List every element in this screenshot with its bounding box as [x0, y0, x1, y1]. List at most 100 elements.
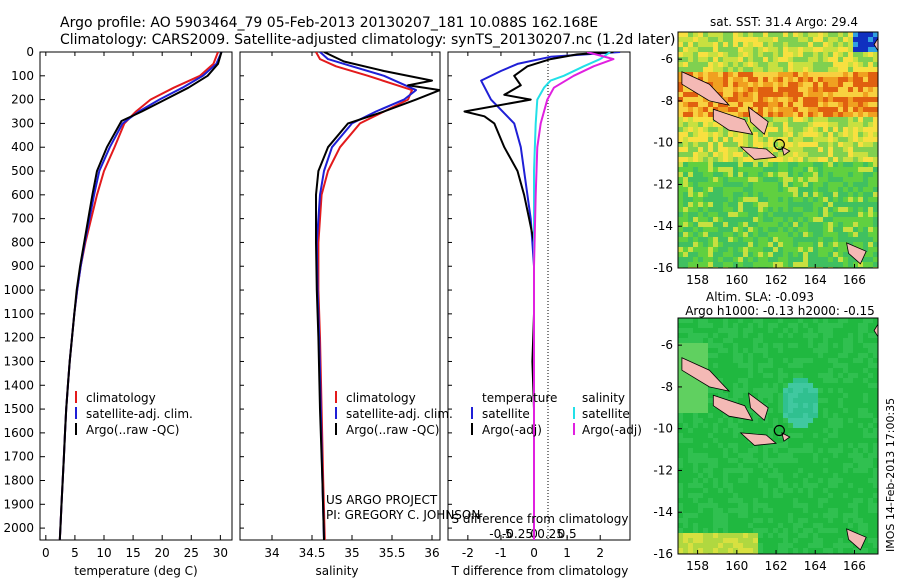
heatmap-cell	[833, 318, 839, 324]
heatmap-cell	[778, 52, 784, 58]
heatmap-cell	[753, 453, 759, 459]
heatmap-cell	[698, 338, 704, 344]
heatmap-cell	[788, 32, 794, 38]
heatmap-cell	[748, 523, 754, 529]
heatmap-cell	[768, 112, 774, 118]
heatmap-cell	[728, 493, 734, 499]
heatmap-cell	[768, 77, 774, 83]
heatmap-cell	[793, 373, 799, 379]
heatmap-cell	[768, 142, 774, 148]
heatmap-cell	[743, 227, 749, 233]
heatmap-cell	[688, 403, 694, 409]
heatmap-cell	[743, 483, 749, 489]
x-tick-label: 30	[213, 546, 228, 560]
heatmap-cell	[863, 383, 869, 389]
heatmap-cell	[758, 318, 764, 324]
heatmap-cell	[868, 72, 874, 78]
heatmap-cell	[788, 177, 794, 183]
heatmap-cell	[823, 523, 829, 529]
heatmap-cell	[863, 42, 869, 48]
heatmap-cell	[793, 52, 799, 58]
heatmap-cell	[768, 237, 774, 243]
heatmap-cell	[833, 122, 839, 128]
heatmap-cell	[748, 548, 754, 554]
heatmap-cell	[788, 488, 794, 494]
heatmap-cell	[733, 508, 739, 514]
heatmap-cell	[833, 242, 839, 248]
heatmap-cell	[708, 62, 714, 68]
heatmap-cell	[703, 207, 709, 213]
heatmap-cell	[768, 418, 774, 424]
heatmap-cell	[718, 157, 724, 163]
heatmap-cell	[703, 227, 709, 233]
heatmap-cell	[858, 82, 864, 88]
heatmap-cell	[718, 257, 724, 263]
heatmap-cell	[758, 62, 764, 68]
heatmap-cell	[728, 197, 734, 203]
heatmap-cell	[763, 77, 769, 83]
heatmap-cell	[803, 323, 809, 329]
heatmap-cell	[788, 77, 794, 83]
heatmap-cell	[818, 212, 824, 218]
heatmap-cell	[833, 478, 839, 484]
heatmap-cell	[738, 483, 744, 489]
heatmap-cell	[768, 518, 774, 524]
heatmap-cell	[683, 257, 689, 263]
heatmap-cell	[743, 458, 749, 464]
heatmap-cell	[708, 423, 714, 429]
heatmap-cell	[793, 508, 799, 514]
heatmap-cell	[773, 448, 779, 454]
heatmap-cell	[703, 413, 709, 419]
heatmap-cell	[808, 383, 814, 389]
heatmap-cell	[813, 37, 819, 43]
heatmap-cell	[873, 528, 878, 534]
heatmap-cell	[788, 37, 794, 43]
heatmap-cell	[768, 463, 774, 469]
heatmap-cell	[808, 262, 814, 268]
heatmap-cell	[778, 493, 784, 499]
heatmap-cell	[778, 443, 784, 449]
heatmap-cell	[843, 257, 849, 263]
heatmap-cell	[868, 162, 874, 168]
heatmap-cell	[838, 373, 844, 379]
heatmap-cell	[748, 157, 754, 163]
heatmap-cell	[718, 423, 724, 429]
heatmap-cell	[778, 157, 784, 163]
heatmap-cell	[678, 343, 684, 349]
heatmap-cell	[753, 92, 759, 98]
heatmap-cell	[738, 333, 744, 339]
heatmap-cell	[793, 132, 799, 138]
heatmap-cell	[858, 493, 864, 499]
heatmap-cell	[778, 498, 784, 504]
heatmap-cell	[793, 97, 799, 103]
heatmap-cell	[788, 518, 794, 524]
heatmap-cell	[763, 443, 769, 449]
heatmap-cell	[753, 222, 759, 228]
heatmap-cell	[763, 92, 769, 98]
heatmap-cell	[783, 503, 789, 509]
heatmap-cell	[868, 112, 874, 118]
heatmap-cell	[758, 428, 764, 434]
heatmap-cell	[728, 202, 734, 208]
heatmap-cell	[708, 227, 714, 233]
heatmap-cell	[763, 102, 769, 108]
heatmap-cell	[728, 488, 734, 494]
heatmap-cell	[748, 227, 754, 233]
heatmap-cell	[858, 57, 864, 63]
heatmap-cell	[723, 127, 729, 133]
heatmap-cell	[838, 207, 844, 213]
heatmap-cell	[868, 247, 874, 253]
heatmap-cell	[828, 503, 834, 509]
heatmap-cell	[718, 523, 724, 529]
heatmap-cell	[748, 453, 754, 459]
heatmap-cell	[773, 42, 779, 48]
heatmap-cell	[863, 433, 869, 439]
heatmap-cell	[793, 77, 799, 83]
heatmap-cell	[823, 107, 829, 113]
heatmap-cell	[758, 333, 764, 339]
heatmap-cell	[868, 172, 874, 178]
heatmap-cell	[753, 428, 759, 434]
heatmap-cell	[698, 353, 704, 359]
heatmap-cell	[783, 368, 789, 374]
heatmap-cell	[748, 443, 754, 449]
